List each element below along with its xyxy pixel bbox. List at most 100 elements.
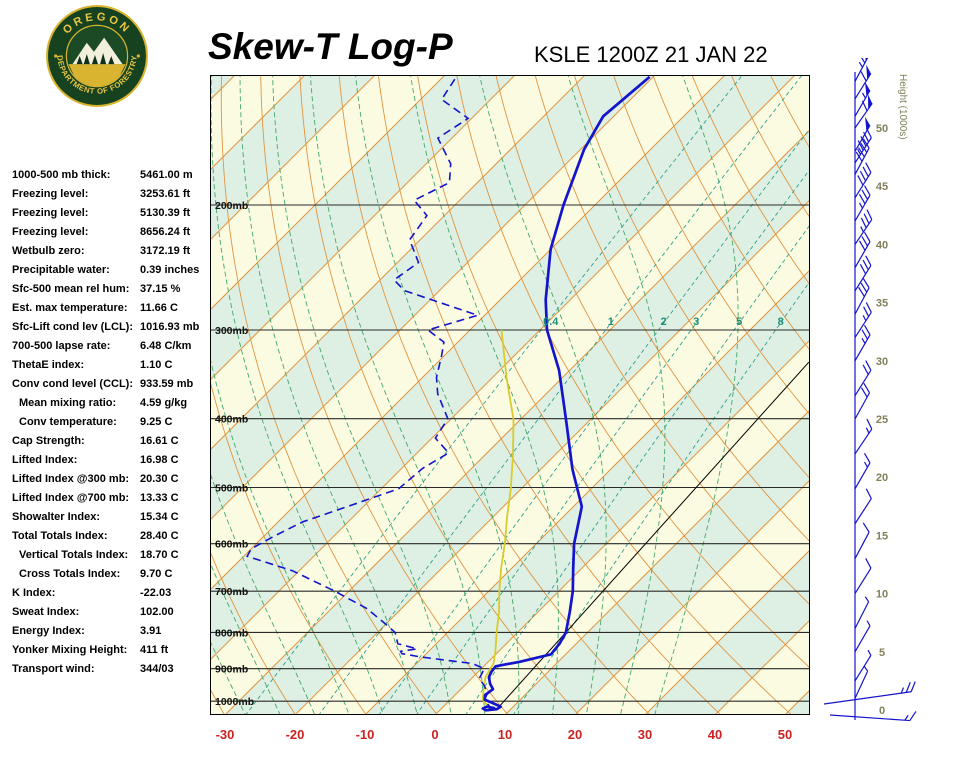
mixing-ratio-label: 1 <box>608 316 614 328</box>
index-label: Freezing level: <box>12 225 89 238</box>
temp-tick-label: 40 <box>708 727 722 742</box>
index-row: Precipitable water: 0.39 inches <box>12 260 214 279</box>
index-row: Cap Strength: 16.61 C <box>12 431 214 450</box>
index-row: Showalter Index: 15.34 C <box>12 507 214 526</box>
index-row: Sfc-500 mean rel hum: 37.15 % <box>12 279 214 298</box>
index-value: 411 ft <box>140 643 169 656</box>
index-row: Conv cond level (CCL): 933.59 mb <box>12 374 214 393</box>
index-value: -22.03 <box>140 586 172 599</box>
index-label: Transport wind: <box>12 662 95 675</box>
index-value: 344/03 <box>140 662 174 675</box>
pressure-label: 300mb <box>215 325 248 337</box>
pressure-label: 500mb <box>215 482 248 494</box>
page-title: Skew-T Log-P <box>208 26 453 67</box>
index-row: ThetaE index: 1.10 C <box>12 355 214 374</box>
pressure-label: 800mb <box>215 627 248 639</box>
station-label: KSLE 1200Z 21 JAN 22 <box>534 42 768 67</box>
height-tick-label: 50 <box>876 123 888 135</box>
index-row: Yonker Mixing Height: 411 ft <box>12 640 214 659</box>
wetbulb-trace <box>481 329 515 709</box>
index-label: Cap Strength: <box>12 434 85 447</box>
temp-tick-label: -30 <box>216 727 235 742</box>
index-value: 9.25 C <box>140 415 173 428</box>
height-tick-label: 30 <box>876 356 888 368</box>
temp-tick-label: 0 <box>431 727 438 742</box>
skewt-grid <box>210 75 810 715</box>
indices-panel: 1000-500 mb thick: 5461.00 m Freezing leve… <box>12 165 214 678</box>
index-value: 933.59 mb <box>140 377 194 390</box>
pressure-label: 700mb <box>215 586 248 598</box>
index-row: Mean mixing ratio: 4.59 g/kg <box>12 393 214 412</box>
index-value: 37.15 % <box>140 282 181 295</box>
index-value: 3.91 <box>140 624 162 637</box>
index-label: Yonker Mixing Height: <box>12 643 128 656</box>
height-tick-label: 10 <box>876 589 888 601</box>
index-label: Energy Index: <box>12 624 85 637</box>
index-row: Lifted Index @300 mb: 20.30 C <box>12 469 214 488</box>
index-row: Energy Index: 3.91 <box>12 621 214 640</box>
logo-trees <box>76 52 115 65</box>
index-label: Sfc-500 mean rel hum: <box>12 282 130 295</box>
index-value: 13.33 C <box>140 491 179 504</box>
index-row: Wetbulb zero: 3172.19 ft <box>12 241 214 260</box>
temperature-trace <box>481 75 651 712</box>
mixing-ratio-label: 8 <box>778 316 784 328</box>
index-row: Conv temperature: 9.25 C <box>12 412 214 431</box>
plot-border <box>210 75 810 715</box>
height-tick-label: 45 <box>876 181 888 193</box>
mixing-ratio-label: 5 <box>736 316 742 328</box>
index-row: 700-500 lapse rate: 6.48 C/km <box>12 336 214 355</box>
index-value: 28.40 C <box>140 529 179 542</box>
height-tick-label: 5 <box>879 647 885 659</box>
pressure-label: 400mb <box>215 414 248 426</box>
height-tick-label: 25 <box>876 414 888 426</box>
temp-tick-label: 30 <box>638 727 652 742</box>
index-label: 700-500 lapse rate: <box>12 339 111 352</box>
height-tick-label: 0 <box>879 705 885 717</box>
height-tick-label: 40 <box>876 239 888 251</box>
index-value: 8656.24 ft <box>140 225 191 238</box>
index-value: 3172.19 ft <box>140 244 191 257</box>
index-value: 102.00 <box>140 605 174 618</box>
index-label: Cross Totals Index: <box>19 567 121 580</box>
index-label: Conv temperature: <box>19 415 117 428</box>
index-label: Precipitable water: <box>12 263 110 276</box>
logo-mountain <box>72 37 123 65</box>
index-row: Sweat Index: 102.00 <box>12 602 214 621</box>
index-value: 4.59 g/kg <box>140 396 188 409</box>
index-value: 15.34 C <box>140 510 179 523</box>
temp-tick-label: 50 <box>778 727 792 742</box>
index-row: Cross Totals Index: 9.70 C <box>12 564 214 583</box>
index-label: Lifted Index @300 mb: <box>12 472 130 485</box>
index-row: Freezing level: 8656.24 ft <box>12 222 214 241</box>
index-row: K Index: -22.03 <box>12 583 214 602</box>
height-tick-label: 15 <box>876 530 888 542</box>
pressure-label: 1000mb <box>215 696 254 708</box>
index-label: Total Totals Index: <box>12 529 108 542</box>
index-label: Est. max temperature: <box>12 301 128 314</box>
index-value: 0.39 inches <box>140 263 200 276</box>
index-label: Lifted Index @700 mb: <box>12 491 130 504</box>
index-label: Mean mixing ratio: <box>19 396 117 409</box>
mixing-ratio-label: 0.4 <box>543 316 559 328</box>
mixing-ratio-label: 3 <box>693 316 699 328</box>
index-row: Lifted Index @700 mb: 13.33 C <box>12 488 214 507</box>
index-row: 1000-500 mb thick: 5461.00 m <box>12 165 214 184</box>
index-row: Freezing level: 3253.61 ft <box>12 184 214 203</box>
index-value: 11.66 C <box>140 301 178 314</box>
logo-star-right <box>136 54 140 58</box>
logo-ground <box>68 64 126 87</box>
skewt-chart-svg: 0.4 1 2 3 5 8 200mb 300mb 400mb 500mb 600mb 700mb 80… <box>210 75 810 742</box>
index-value: 20.30 C <box>140 472 179 485</box>
index-label: Freezing level: <box>12 206 89 219</box>
index-row: Sfc-Lift cond lev (LCL): 1016.93 mb <box>12 317 214 336</box>
mixing-ratio-label: 2 <box>660 316 666 328</box>
index-value: 3253.61 ft <box>140 187 191 200</box>
index-label: Vertical Totals Index: <box>19 548 129 561</box>
index-label: Lifted Index: <box>12 453 78 466</box>
index-row: Transport wind: 344/03 <box>12 659 214 678</box>
index-label: Showalter Index: <box>12 510 101 523</box>
index-label: Conv cond level (CCL): <box>12 377 134 390</box>
